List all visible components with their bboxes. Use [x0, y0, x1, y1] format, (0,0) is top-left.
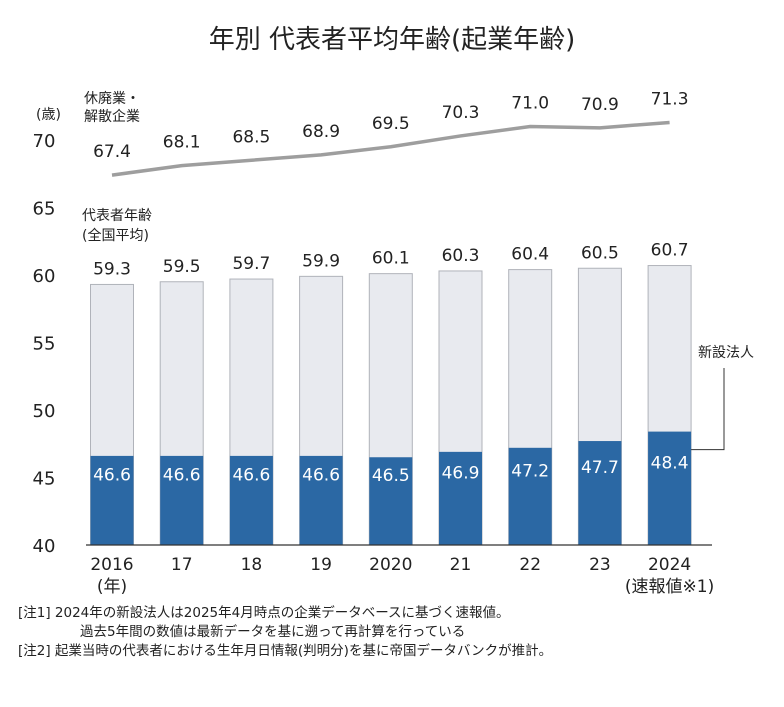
x-tick-label: 2020 — [369, 555, 412, 575]
average-age-value-label: 60.1 — [372, 249, 410, 269]
chart-title: 年別 代表者平均年齢(起業年齢) — [209, 25, 576, 55]
age-chart: 年別 代表者平均年齢(起業年齢) (歳) 40 45 50 55 60 65 70 59.3… — [33, 25, 754, 597]
x-axis: 2016(年) 17 18 19 2020 21 22 23 2024(速報値※1) — [90, 555, 714, 597]
new-company-value-label: 47.7 — [581, 458, 619, 478]
new-company-bar — [299, 455, 343, 545]
average-age-series-label: 代表者年齢 — [82, 208, 152, 224]
y-tick-label: 45 — [33, 469, 56, 490]
x-tick-label: 2016 — [90, 555, 133, 575]
new-company-value-label: 46.5 — [372, 466, 410, 486]
x-tick-label: 18 — [241, 555, 263, 575]
x-tick-sublabel: (速報値※1) — [625, 577, 714, 597]
x-tick-sublabel: (年) — [97, 577, 127, 597]
x-tick-label: 21 — [450, 555, 472, 575]
new-company-leader-line — [691, 368, 725, 451]
y-tick-label: 40 — [33, 536, 56, 557]
x-tick-label: 22 — [519, 555, 541, 575]
closed-company-line: 67.4 68.1 68.5 68.9 69.5 70.3 71.0 70.9 71.3 — [93, 89, 689, 177]
new-company-bar — [439, 451, 482, 545]
new-company-value-label: 46.6 — [232, 465, 270, 485]
new-company-value-label: 48.4 — [651, 453, 689, 473]
x-tick-label: 23 — [589, 555, 611, 575]
closed-company-value-label: 71.3 — [651, 89, 689, 109]
average-age-value-label: 59.5 — [163, 257, 201, 277]
average-age-value-label: 60.7 — [651, 241, 689, 261]
new-company-bar — [90, 455, 134, 545]
x-tick-label: 17 — [171, 555, 193, 575]
new-company-bar — [648, 431, 692, 545]
new-company-bars: 46.6 46.6 46.6 46.6 46.5 46.9 47.2 47.7 48.4 — [90, 431, 692, 545]
average-age-series-label: (全国平均) — [82, 227, 149, 244]
y-tick-label: 65 — [33, 199, 56, 220]
average-age-value-label: 59.3 — [93, 259, 131, 279]
closed-company-value-label: 71.0 — [511, 94, 549, 114]
y-tick-label: 55 — [33, 334, 56, 355]
y-axis-unit: (歳) — [36, 107, 61, 123]
note-2: [注2] 起業当時の代表者における生年月日情報(判明分)を基に帝国データバンクが… — [18, 643, 553, 659]
new-company-bar — [160, 455, 204, 545]
footnotes: [注1] 2024年の新設法人は2025年4月時点の企業データベースに基づく速報… — [18, 604, 778, 661]
x-tick-label: 19 — [310, 555, 332, 575]
new-company-series-label: 新設法人 — [698, 345, 754, 361]
new-company-value-label: 46.9 — [442, 463, 480, 483]
closed-company-series-label: 解散企業 — [84, 108, 140, 125]
closed-company-series-label: 休廃業・ — [84, 90, 140, 107]
closed-company-line-path — [111, 120, 670, 177]
y-tick-label: 50 — [33, 401, 56, 422]
new-company-value-label: 46.6 — [93, 465, 131, 485]
average-age-value-label: 59.7 — [232, 254, 270, 274]
new-company-value-label: 46.6 — [163, 465, 201, 485]
closed-company-value-label: 70.3 — [442, 103, 480, 123]
new-company-bar — [369, 457, 413, 545]
y-tick-label: 60 — [33, 266, 56, 287]
new-company-bar — [578, 441, 622, 545]
new-company-value-label: 47.2 — [511, 461, 549, 481]
new-company-bar — [229, 455, 273, 545]
closed-company-value-label: 68.9 — [302, 122, 340, 142]
y-axis: 40 45 50 55 60 65 70 — [33, 131, 56, 557]
average-age-value-label: 60.4 — [511, 245, 549, 265]
closed-company-value-label: 68.5 — [232, 127, 270, 147]
average-age-value-label: 60.5 — [581, 243, 619, 263]
y-tick-label: 70 — [33, 131, 56, 152]
closed-company-value-label: 70.9 — [581, 95, 619, 115]
closed-company-value-label: 68.1 — [163, 133, 201, 153]
closed-company-value-label: 69.5 — [372, 114, 410, 134]
x-tick-label: 2024 — [648, 555, 691, 575]
new-company-bar — [508, 447, 552, 545]
note-1-continued: 過去5年間の数値は最新データを基に遡って再計算を行っている — [80, 624, 466, 640]
new-company-value-label: 46.6 — [302, 465, 340, 485]
average-age-value-label: 60.3 — [442, 246, 480, 266]
average-age-value-label: 59.9 — [302, 251, 340, 271]
note-1: [注1] 2024年の新設法人は2025年4月時点の企業データベースに基づく速報… — [18, 605, 510, 621]
closed-company-value-label: 67.4 — [93, 142, 131, 162]
